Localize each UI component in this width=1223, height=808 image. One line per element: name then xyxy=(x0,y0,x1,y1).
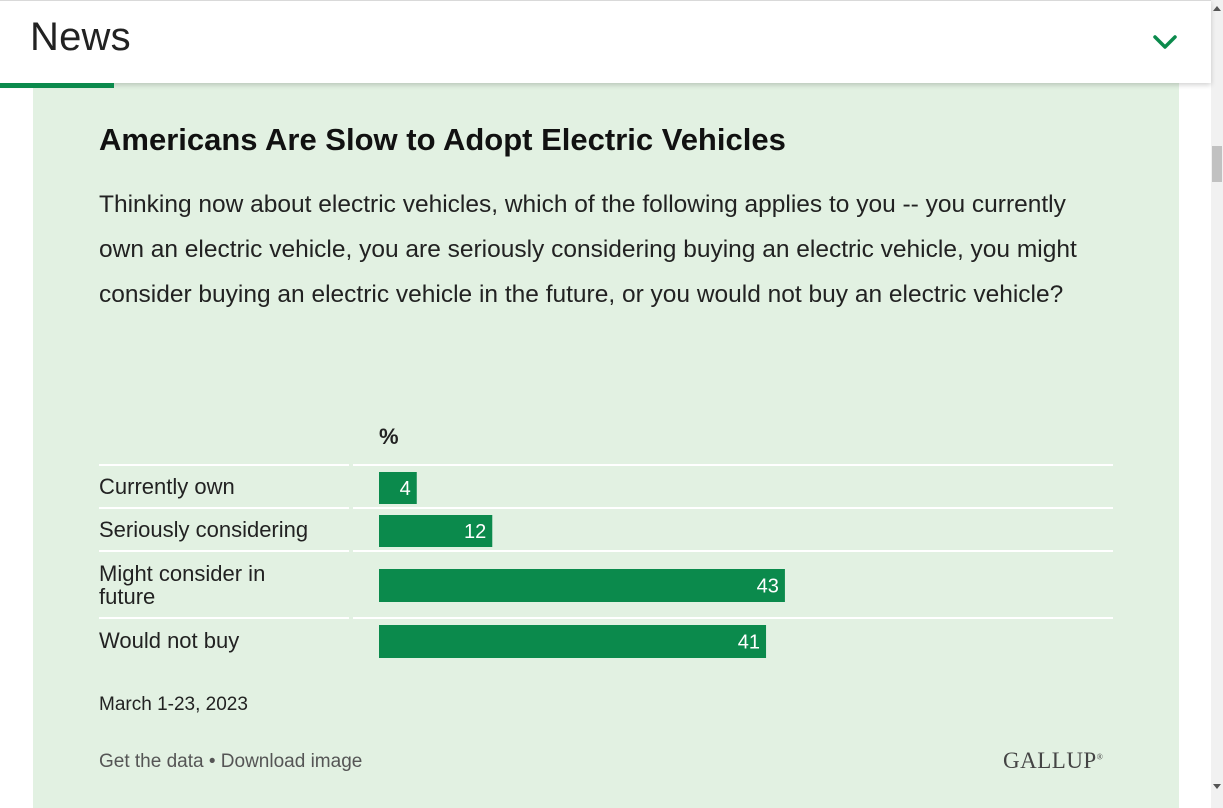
scroll-up-arrow-icon[interactable] xyxy=(1213,6,1221,11)
category-label: Might consider in future xyxy=(99,561,265,609)
unit-label: % xyxy=(379,424,399,449)
bar xyxy=(379,515,493,547)
bar-value-label: 4 xyxy=(400,478,411,500)
top-bar: News xyxy=(0,0,1211,83)
bar xyxy=(379,569,785,602)
scroll-thumb[interactable] xyxy=(1212,146,1222,182)
chart-panel: Americans Are Slow to Adopt Electric Veh… xyxy=(33,82,1179,808)
survey-date: March 1-23, 2023 xyxy=(99,694,248,715)
download-image-link[interactable]: Download image xyxy=(220,751,363,772)
scrollbar[interactable] xyxy=(1211,0,1223,808)
active-tab-indicator xyxy=(0,83,114,88)
chart-question: Thinking now about electric vehicles, wh… xyxy=(99,191,1077,308)
chart-title: Americans Are Slow to Adopt Electric Veh… xyxy=(99,122,786,157)
footer-separator: • xyxy=(208,751,216,772)
chevron-down-icon[interactable] xyxy=(1150,29,1180,55)
footer-links: Get the data • Download image xyxy=(99,751,362,773)
scroll-down-arrow-icon[interactable] xyxy=(1213,784,1221,789)
bar-chart: Currently own 4 Seriously considering 12 Mig… xyxy=(99,464,1113,658)
bar xyxy=(379,625,767,658)
category-label: Currently own xyxy=(99,474,235,499)
get-data-link[interactable]: Get the data xyxy=(99,751,204,772)
bar-value-label: 43 xyxy=(757,576,779,598)
bar-value-label: 12 xyxy=(464,521,486,543)
bar-value-label: 41 xyxy=(738,632,760,654)
bar xyxy=(379,472,417,504)
section-title: News xyxy=(30,15,131,59)
gallup-logo: GALLUP® xyxy=(1003,748,1104,773)
category-label: Would not buy xyxy=(99,628,239,653)
category-label: Seriously considering xyxy=(99,517,308,542)
